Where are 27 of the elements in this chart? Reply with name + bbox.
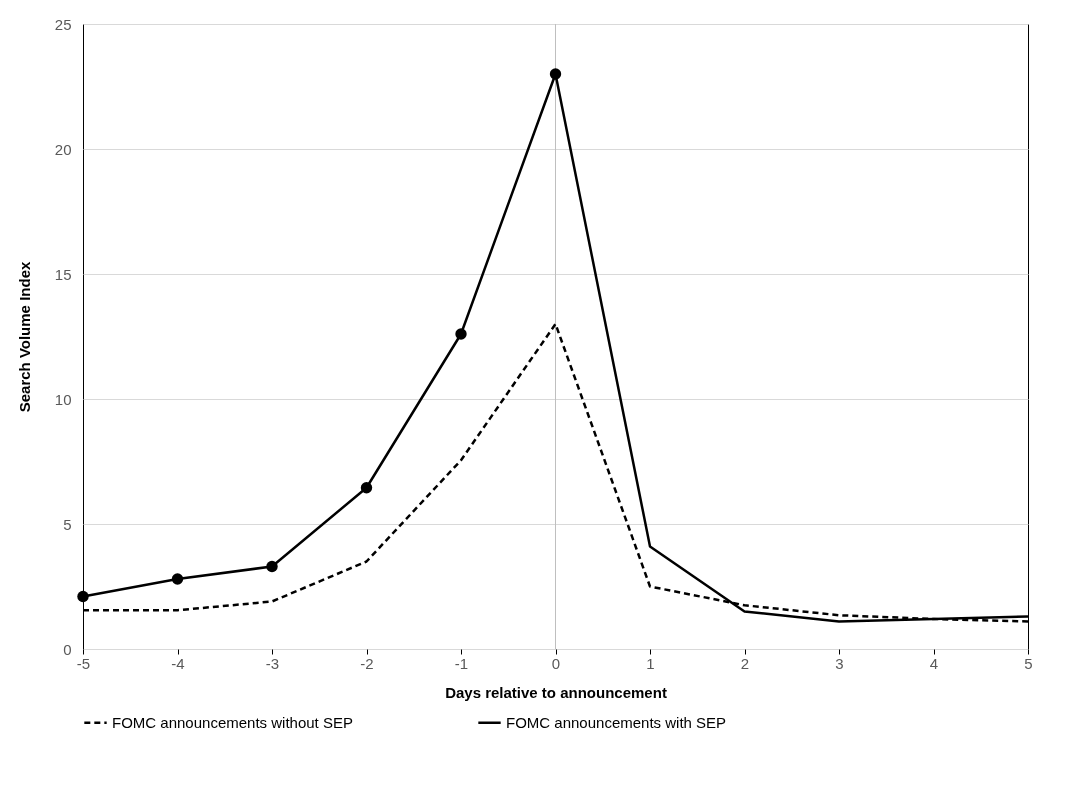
point bbox=[455, 328, 467, 340]
x-tick-label: 0 bbox=[551, 654, 561, 672]
x-tick-label: 2 bbox=[740, 654, 750, 672]
x-tick-label: 4 bbox=[929, 654, 939, 672]
y-tick-label: 25 bbox=[54, 15, 72, 33]
y-tick-label: 15 bbox=[54, 265, 72, 283]
y-tick-label: 0 bbox=[63, 640, 72, 658]
x-tick-label: -4 bbox=[171, 654, 185, 672]
y-tick-label: 5 bbox=[63, 515, 72, 533]
x-tick-label: -1 bbox=[454, 654, 469, 672]
point bbox=[266, 560, 278, 573]
point bbox=[360, 482, 373, 494]
y-tick-label: 20 bbox=[54, 140, 72, 158]
x-tick-label: -2 bbox=[360, 654, 374, 672]
y-axis-title: Search Volume Index bbox=[15, 261, 33, 413]
point bbox=[549, 68, 562, 80]
point bbox=[77, 590, 89, 603]
y-tick-label: 10 bbox=[54, 390, 72, 408]
x-tick-label: -5 bbox=[76, 654, 91, 672]
legend-label: FOMC announcements without SEP bbox=[112, 713, 353, 731]
x-tick-label: 5 bbox=[1024, 654, 1033, 672]
x-tick-label: 1 bbox=[646, 654, 655, 672]
point bbox=[171, 573, 184, 585]
x-tick-label: 3 bbox=[835, 654, 844, 672]
x-axis-title: Days relative to announcement bbox=[445, 683, 667, 701]
x-tick-label: -3 bbox=[265, 654, 280, 672]
legend-label: FOMC announcements with SEP bbox=[506, 713, 727, 731]
